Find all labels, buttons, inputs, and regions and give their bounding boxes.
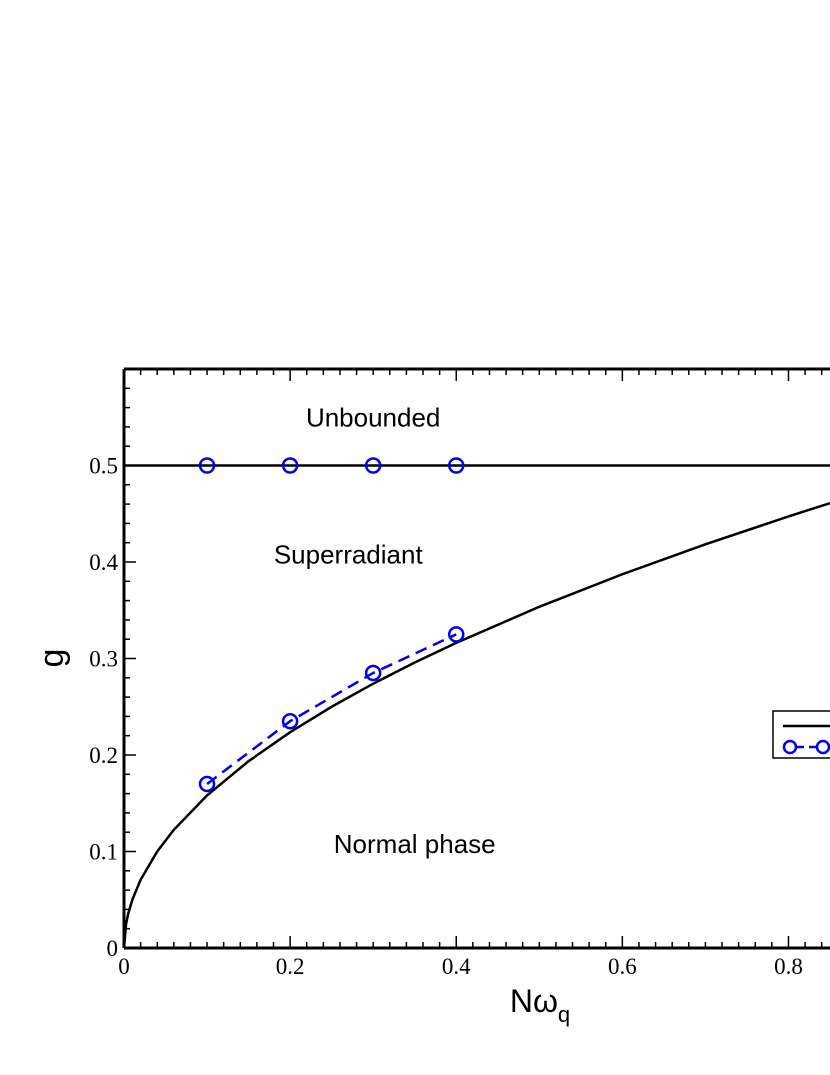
y-tick-label-0: 0 xyxy=(107,936,119,961)
annotation-0: Unbounded xyxy=(306,402,440,432)
y-tick-label-3: 0.3 xyxy=(89,647,118,672)
x-tick-label-2: 0.4 xyxy=(442,954,471,979)
series-3-point-2 xyxy=(364,457,382,474)
series-group xyxy=(124,464,830,948)
series-2-point-2 xyxy=(364,664,382,682)
y-axis-label: g xyxy=(33,649,71,668)
plot-area xyxy=(124,457,830,948)
x-axis-label-subscript: q xyxy=(558,1002,570,1027)
series-2-point-1 xyxy=(281,712,299,730)
y-tick-label-2: 0.2 xyxy=(89,743,118,768)
y-tick-label-1: 0.1 xyxy=(89,840,118,865)
series-2-line xyxy=(206,633,457,785)
y-tick-label-5: 0.5 xyxy=(89,454,118,479)
x-tick-label-1: 0.2 xyxy=(276,954,305,979)
legend-entry-1-marker-a xyxy=(782,739,798,755)
x-axis-label-main: Nω xyxy=(510,983,558,1019)
x-tick-label-0: 0 xyxy=(118,954,130,979)
series-2-point-0 xyxy=(198,775,216,793)
annotation-2: Normal phase xyxy=(334,829,496,859)
legend xyxy=(772,710,830,759)
y-tick-label-4: 0.4 xyxy=(89,550,118,575)
series-2-point-3 xyxy=(447,626,465,643)
series-0-line xyxy=(124,501,830,948)
x-tick-label-4: 0.8 xyxy=(774,954,803,979)
x-tick-label-3: 0.6 xyxy=(608,954,637,979)
annotation-1: Superradiant xyxy=(274,539,424,569)
x-axis-label: Nωq xyxy=(510,983,570,1027)
series-3-point-0 xyxy=(198,457,216,474)
series-3-point-1 xyxy=(281,457,299,474)
labels: g Nωq 0 0.2 0.4 0.6 0.8 0 0.1 0.2 0.3 0.4 0.5 Unbou… xyxy=(33,402,803,1027)
legend-entry-1-marker-b xyxy=(815,739,830,755)
series-3-point-3 xyxy=(447,457,465,474)
axes xyxy=(122,367,830,950)
